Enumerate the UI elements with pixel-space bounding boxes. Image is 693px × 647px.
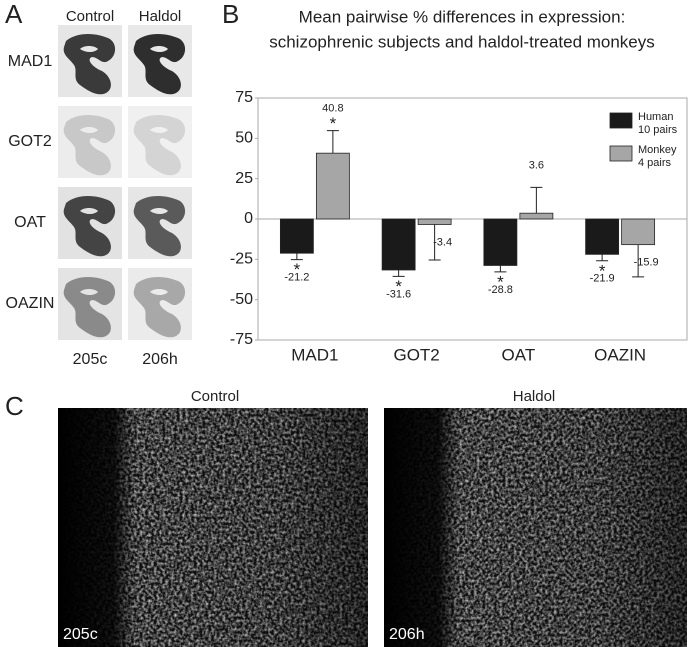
row-label: OAT	[14, 214, 46, 231]
y-tick-label: -25	[230, 251, 253, 268]
bar	[381, 218, 416, 271]
footer-label: 206h	[142, 351, 178, 368]
footer-label: 205c	[73, 351, 108, 368]
panel-label: B	[222, 0, 239, 29]
legend-note: 4 pairs	[638, 157, 672, 169]
significance-star: *	[599, 261, 606, 280]
value-label: -15.9	[634, 257, 659, 269]
legend-swatch	[609, 112, 633, 129]
value-label: 3.6	[529, 159, 544, 171]
error-bar	[494, 265, 507, 273]
legend-label: Human	[638, 111, 673, 123]
value-label: 40.8	[322, 102, 343, 114]
bar	[483, 218, 518, 266]
legend-swatch	[609, 145, 633, 162]
significance-star: *	[497, 272, 504, 291]
column-header: Control	[66, 8, 114, 25]
chart-title: Mean pairwise % differences in expressio…	[299, 7, 626, 26]
bar	[279, 218, 314, 254]
y-tick-label: 50	[235, 130, 253, 147]
error-bar	[326, 130, 339, 154]
error-bar	[596, 254, 609, 262]
significance-star: *	[395, 277, 402, 296]
x-tick-label: GOT2	[393, 345, 439, 364]
bar	[621, 218, 656, 246]
bar	[585, 218, 620, 255]
error-bar	[428, 224, 441, 261]
x-tick-label: OAT	[502, 345, 536, 364]
bar	[417, 218, 452, 225]
bar	[519, 212, 554, 220]
value-label: -31.6	[386, 288, 411, 300]
panel-c: C Control Haldol 205c 206h	[5, 388, 687, 647]
value-label: -28.8	[488, 284, 513, 296]
significance-star: *	[294, 260, 301, 279]
value-label: -3.4	[433, 236, 452, 248]
error-bar	[392, 269, 405, 277]
panel-label: C	[5, 391, 24, 421]
y-tick-label: 0	[244, 210, 253, 227]
x-tick-label: OAZIN	[594, 345, 646, 364]
legend-label: Monkey	[638, 144, 677, 156]
bar	[315, 152, 350, 220]
column-header: Control	[191, 388, 239, 405]
legend-note: 10 pairs	[638, 124, 678, 136]
section-images	[58, 25, 192, 340]
chart-subtitle: schizophrenic subjects and haldol-treate…	[269, 32, 655, 51]
image-label: 206h	[389, 626, 425, 643]
row-label: MAD1	[8, 53, 53, 70]
significance-star: *	[330, 114, 337, 133]
image-label: 205c	[63, 626, 98, 643]
error-bar	[290, 253, 303, 261]
y-tick-label: 75	[235, 89, 253, 106]
x-tick-label: MAD1	[291, 345, 338, 364]
row-label: OAZIN	[6, 295, 55, 312]
y-tick-label: -75	[230, 331, 253, 348]
value-label: -21.9	[590, 273, 615, 285]
error-bar	[632, 244, 645, 278]
y-tick-label: -50	[230, 291, 253, 308]
column-header: Haldol	[513, 388, 556, 405]
panel-b: B Mean pairwise % differences in express…	[222, 0, 688, 364]
value-label: -21.2	[284, 272, 309, 284]
error-bar	[530, 186, 543, 214]
micrograph	[58, 408, 368, 647]
micrograph	[384, 408, 687, 647]
column-header: Haldol	[139, 8, 182, 25]
panel-label: A	[5, 0, 23, 29]
y-tick-label: 25	[235, 170, 253, 187]
row-label: GOT2	[8, 133, 52, 150]
panel-a: A Control Haldol MAD1 GOT2 OAT OAZIN 205…	[5, 0, 192, 368]
